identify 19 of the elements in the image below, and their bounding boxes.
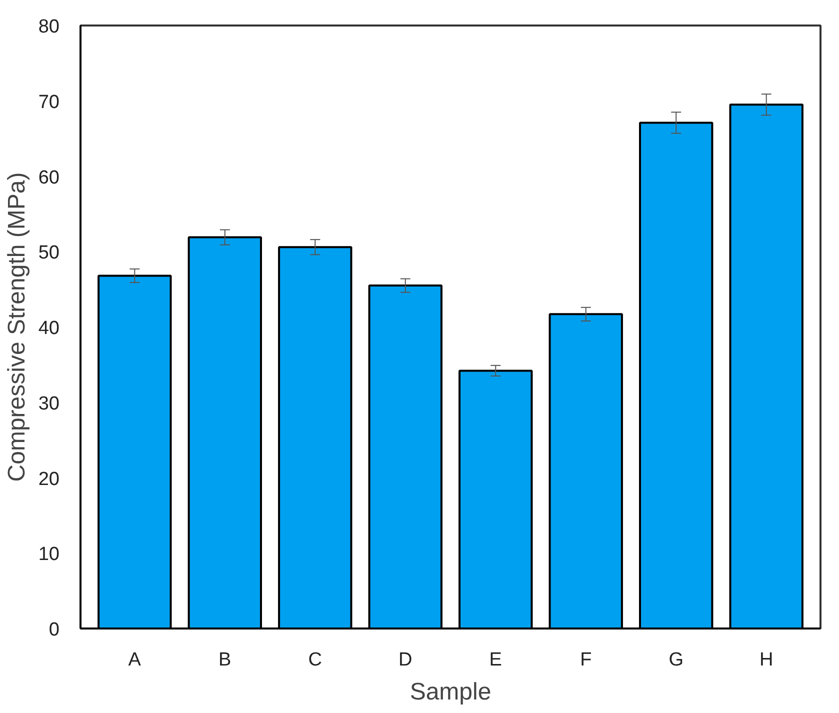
y-tick-label: 50 (38, 242, 60, 264)
y-tick-label: 10 (38, 544, 60, 566)
y-axis-title: Compressive Strength (MPa) (3, 172, 30, 482)
x-tick-label: H (759, 650, 774, 670)
y-tick-label: 70 (38, 92, 60, 113)
x-tick-label: D (398, 650, 412, 670)
y-tick-label: 0 (48, 620, 60, 640)
x-tick-label: B (218, 650, 232, 670)
x-tick-label: G (668, 650, 684, 670)
y-tick-label: 20 (38, 468, 60, 490)
x-axis-title: Sample (410, 678, 492, 706)
x-tick-label: F (580, 650, 592, 670)
y-tick-label: 80 (38, 16, 60, 38)
y-tick-label: 60 (38, 167, 60, 188)
y-tick-label: 30 (38, 393, 60, 414)
x-tick-label: A (128, 650, 142, 670)
x-tick-label: C (308, 650, 322, 670)
y-tick-label: 40 (38, 318, 60, 339)
x-tick-label: E (489, 650, 502, 670)
